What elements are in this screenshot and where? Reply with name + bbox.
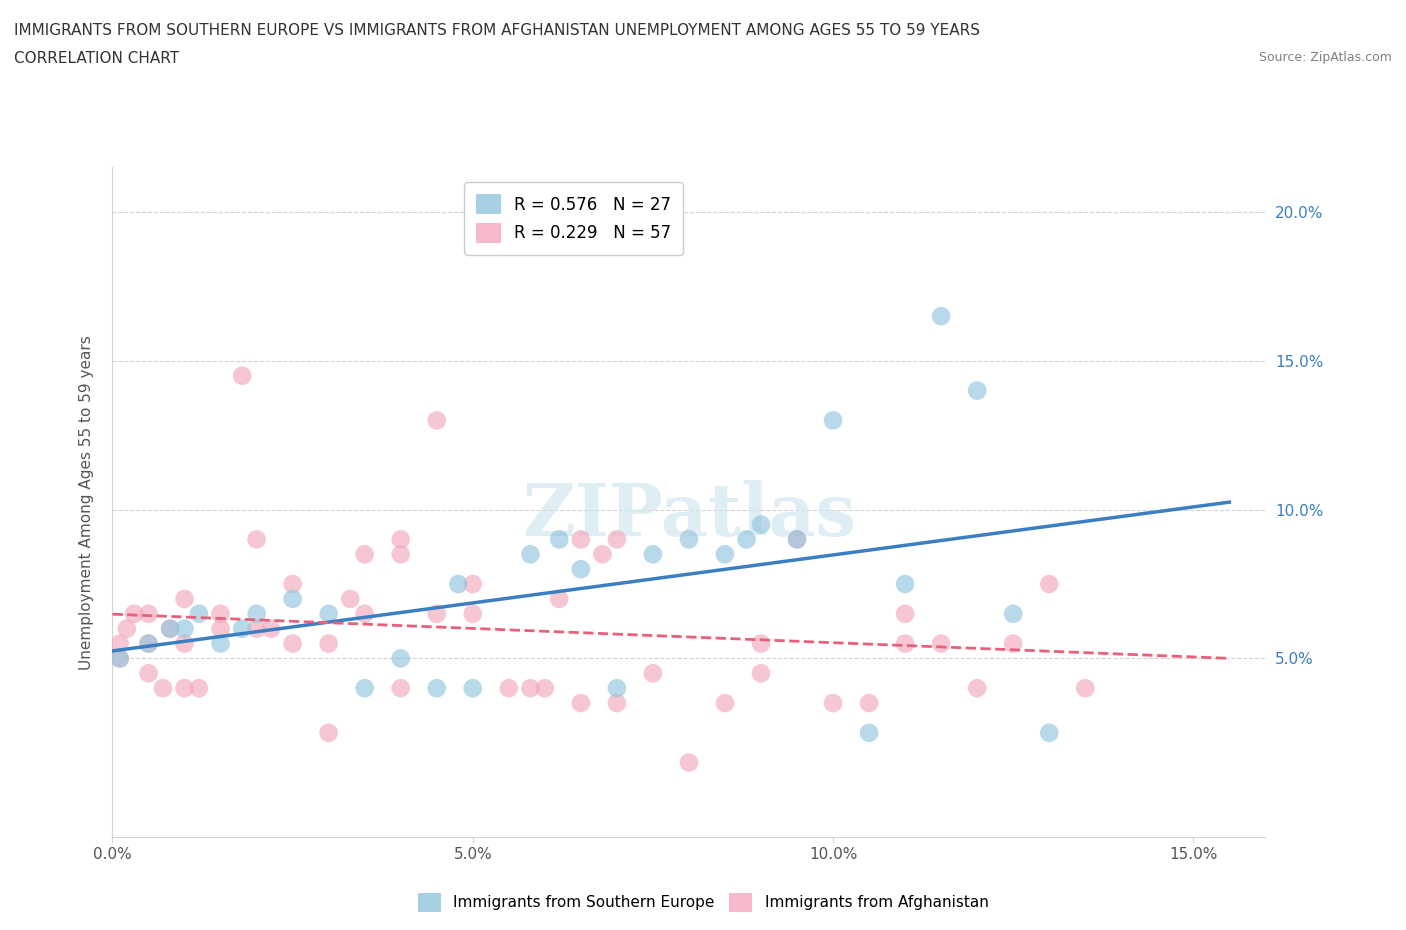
Point (281, 577, 304, 591)
Point (966, 681, 988, 696)
Point (173, 681, 195, 696)
Point (606, 696, 628, 711)
Point (281, 636, 304, 651)
Point (461, 681, 484, 696)
Point (606, 681, 628, 696)
Point (138, 636, 160, 651)
Point (929, 309, 952, 324)
Point (894, 577, 917, 591)
Point (1038, 577, 1060, 591)
Point (548, 532, 571, 547)
Point (159, 621, 181, 636)
Point (353, 681, 375, 696)
Point (318, 725, 340, 740)
Point (533, 681, 555, 696)
Point (606, 532, 628, 547)
Point (138, 606, 160, 621)
Point (548, 591, 571, 606)
Point (569, 532, 592, 547)
Point (714, 547, 737, 562)
Point (749, 517, 772, 532)
Point (122, 606, 145, 621)
Point (821, 413, 844, 428)
Text: CORRELATION CHART: CORRELATION CHART (14, 51, 179, 66)
Point (1038, 725, 1060, 740)
Point (447, 577, 470, 591)
Point (786, 532, 808, 547)
Point (339, 591, 361, 606)
Point (260, 621, 283, 636)
Point (569, 562, 592, 577)
Point (231, 621, 253, 636)
Point (966, 383, 988, 398)
Point (188, 681, 211, 696)
Point (173, 591, 195, 606)
Point (353, 547, 375, 562)
Point (786, 532, 808, 547)
Point (641, 547, 664, 562)
Point (108, 651, 131, 666)
Point (138, 636, 160, 651)
Point (678, 532, 700, 547)
Point (592, 547, 614, 562)
Point (281, 591, 304, 606)
Point (173, 636, 195, 651)
Point (858, 696, 880, 711)
Point (426, 606, 449, 621)
Point (152, 681, 174, 696)
Point (188, 606, 211, 621)
Point (209, 621, 232, 636)
Point (714, 696, 737, 711)
Point (498, 681, 520, 696)
Point (318, 636, 340, 651)
Point (894, 636, 917, 651)
Point (735, 532, 758, 547)
Point (209, 636, 232, 651)
Point (641, 666, 664, 681)
Point (519, 547, 541, 562)
Point (426, 413, 449, 428)
Point (678, 755, 700, 770)
Point (318, 606, 340, 621)
Point (569, 696, 592, 711)
Point (1002, 606, 1025, 621)
Point (231, 368, 253, 383)
Point (389, 532, 412, 547)
Y-axis label: Unemployment Among Ages 55 to 59 years: Unemployment Among Ages 55 to 59 years (79, 335, 94, 670)
Point (209, 606, 232, 621)
Point (173, 621, 195, 636)
Point (108, 651, 131, 666)
Point (389, 651, 412, 666)
Point (353, 606, 375, 621)
Point (138, 666, 160, 681)
Point (821, 696, 844, 711)
Point (749, 636, 772, 651)
Point (749, 666, 772, 681)
Point (1002, 636, 1025, 651)
Point (1074, 681, 1097, 696)
Text: ZIPatlas: ZIPatlas (522, 480, 856, 551)
Point (245, 621, 267, 636)
Text: Source: ZipAtlas.com: Source: ZipAtlas.com (1258, 51, 1392, 64)
Point (519, 681, 541, 696)
Point (894, 606, 917, 621)
Text: IMMIGRANTS FROM SOUTHERN EUROPE VS IMMIGRANTS FROM AFGHANISTAN UNEMPLOYMENT AMON: IMMIGRANTS FROM SOUTHERN EUROPE VS IMMIG… (14, 23, 980, 38)
Point (108, 636, 131, 651)
Point (858, 725, 880, 740)
Point (426, 681, 449, 696)
Legend: Immigrants from Southern Europe, Immigrants from Afghanistan: Immigrants from Southern Europe, Immigra… (412, 887, 994, 918)
Point (115, 621, 138, 636)
Point (929, 636, 952, 651)
Point (461, 606, 484, 621)
Point (159, 621, 181, 636)
Point (245, 532, 267, 547)
Legend: R = 0.576   N = 27, R = 0.229   N = 57: R = 0.576 N = 27, R = 0.229 N = 57 (464, 182, 683, 255)
Point (461, 577, 484, 591)
Point (389, 681, 412, 696)
Point (245, 606, 267, 621)
Point (389, 547, 412, 562)
